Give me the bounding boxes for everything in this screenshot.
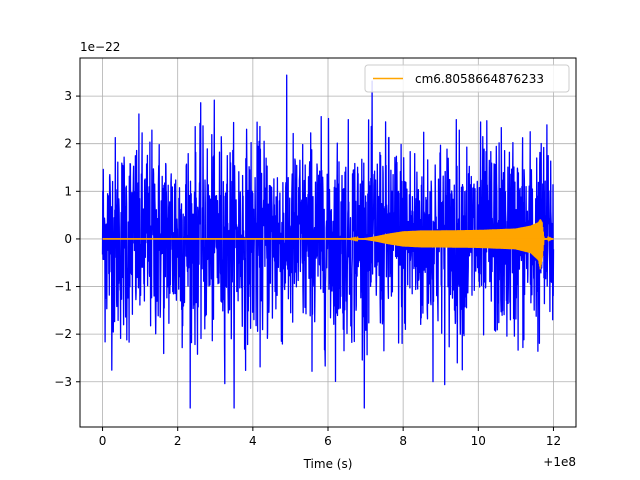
chirp-series xyxy=(102,219,554,270)
y-tick-label: 0 xyxy=(64,232,72,246)
y-tick-label: −2 xyxy=(54,327,72,341)
x-tick-label: 0 xyxy=(99,434,107,448)
y-tick-label: 2 xyxy=(64,137,72,151)
y-axis-ticks: −3 −2 −1 0 1 2 3 xyxy=(54,89,80,389)
y-tick-label: −3 xyxy=(54,375,72,389)
x-offset-label: +1e8 xyxy=(543,455,576,469)
x-tick-label: 10 xyxy=(471,434,486,448)
x-tick-label: 2 xyxy=(174,434,182,448)
y-tick-label: 3 xyxy=(64,89,72,103)
legend-box xyxy=(364,64,570,93)
x-tick-label: 4 xyxy=(249,434,257,448)
y-tick-label: 1 xyxy=(64,184,72,198)
legend-chirp-label: cm6.8058664876233 xyxy=(415,72,544,86)
y-scale-label: 1e−22 xyxy=(80,40,120,54)
y-tick-label: −1 xyxy=(54,280,72,294)
x-tick-label: 6 xyxy=(324,434,332,448)
x-axis-ticks: 0 2 4 6 8 10 12 xyxy=(99,427,561,448)
x-axis-label: Time (s) xyxy=(303,457,353,471)
legend: cm6.8058664876233 xyxy=(364,64,570,93)
x-tick-label: 8 xyxy=(399,434,407,448)
x-tick-label: 12 xyxy=(546,434,561,448)
